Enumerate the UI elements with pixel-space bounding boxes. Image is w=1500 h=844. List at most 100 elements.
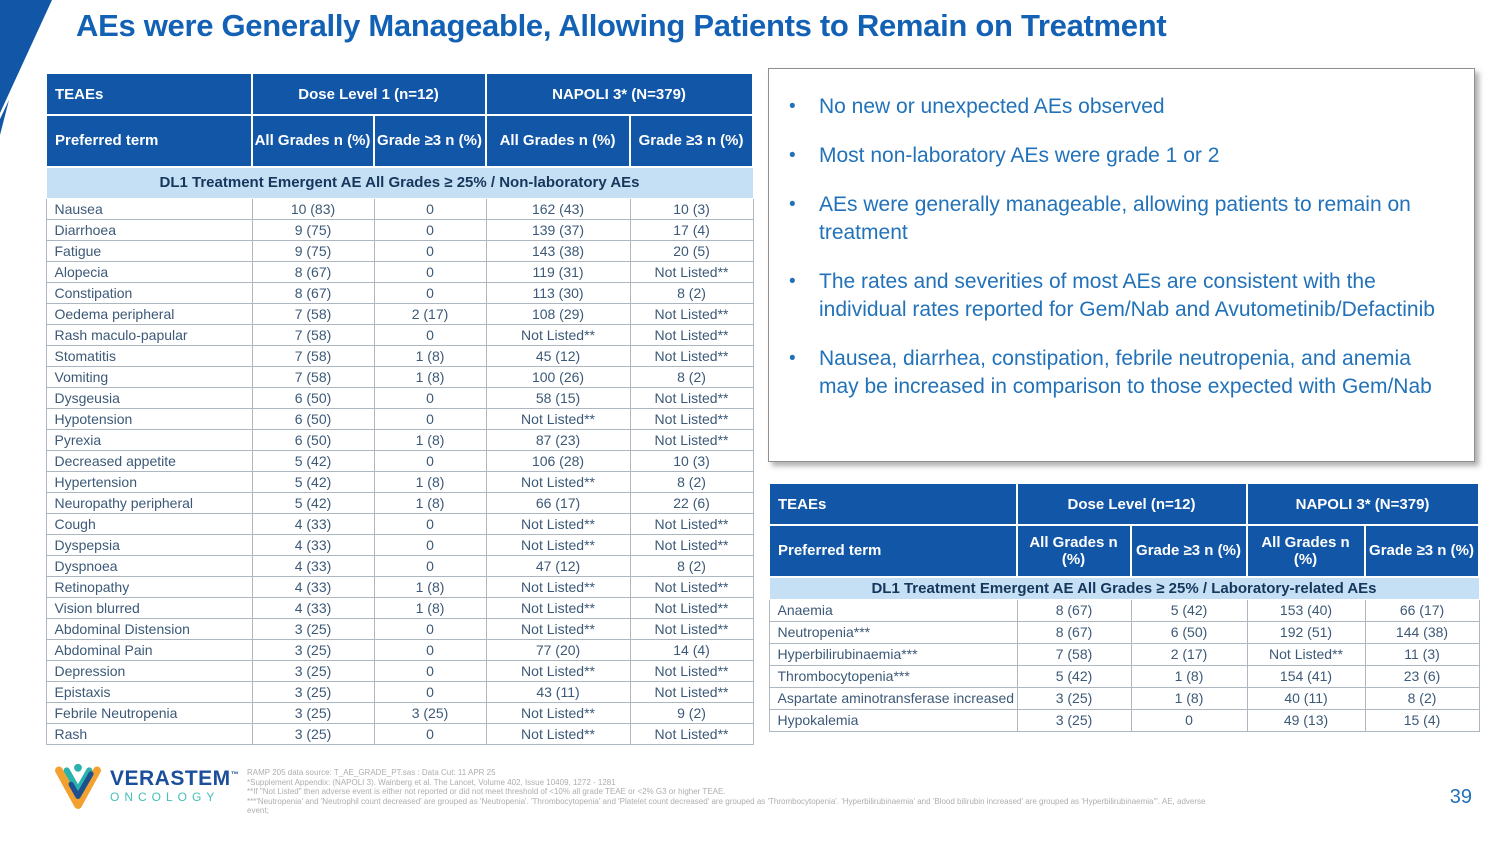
value-cell: Not Listed**	[629, 513, 754, 535]
value-cell: 9 (2)	[629, 702, 754, 724]
verastem-logo: VERASTEM™ ONCOLOGY	[52, 760, 239, 817]
value-cell: 1 (8)	[373, 345, 487, 367]
footnote-line: RAMP 205 data source: T_AE_GRADE_PT.sas …	[247, 768, 496, 777]
value-cell: 2 (17)	[1130, 643, 1248, 666]
value-cell: 143 (38)	[485, 240, 631, 262]
value-cell: 0	[373, 660, 487, 682]
value-cell: 8 (67)	[1016, 621, 1132, 644]
preferred-term-cell: Vomiting	[45, 366, 253, 388]
value-cell: 10 (83)	[251, 198, 375, 220]
preferred-term-cell: Decreased appetite	[45, 450, 253, 472]
value-cell: 58 (15)	[485, 387, 631, 409]
table-row: Nausea 10 (83) 0 162 (43) 10 (3)	[45, 198, 754, 220]
table-row: Rash maculo-papular 7 (58) 0 Not Listed** No…	[45, 324, 754, 346]
value-cell: 23 (6)	[1364, 665, 1480, 688]
logo-subtitle: ONCOLOGY	[110, 790, 220, 804]
value-cell: 0	[373, 534, 487, 556]
value-cell: 22 (6)	[629, 492, 754, 514]
footnotes: RAMP 205 data source: T_AE_GRADE_PT.sas …	[247, 768, 1437, 816]
preferred-term-cell: Hypertension	[45, 471, 253, 493]
value-cell: 49 (13)	[1246, 709, 1366, 732]
value-cell: 2 (17)	[373, 303, 487, 325]
value-cell: 14 (4)	[629, 639, 754, 661]
value-cell: 6 (50)	[251, 429, 375, 451]
value-cell: 0	[373, 639, 487, 661]
value-cell: 17 (4)	[629, 219, 754, 241]
value-cell: Not Listed**	[629, 597, 754, 619]
value-cell: 8 (2)	[1364, 687, 1480, 710]
value-cell: 7 (58)	[251, 345, 375, 367]
value-cell: Not Listed**	[629, 261, 754, 283]
table-body: Nausea 10 (83) 0 162 (43) 10 (3) Diarrhoea 9 (…	[45, 198, 754, 745]
table-row: Hypokalemia 3 (25) 0 49 (13) 15 (4)	[768, 709, 1480, 732]
preferred-term-cell: Diarrhoea	[45, 219, 253, 241]
value-cell: 43 (11)	[485, 681, 631, 703]
value-cell: 1 (8)	[1130, 687, 1248, 710]
header-napoli3: NAPOLI 3* (N=379)	[1245, 482, 1481, 526]
value-cell: 113 (30)	[485, 282, 631, 304]
preferred-term-cell: Epistaxis	[45, 681, 253, 703]
value-cell: 10 (3)	[629, 198, 754, 220]
logo-wordmark: VERASTEM™	[110, 767, 240, 790]
value-cell: 7 (58)	[251, 366, 375, 388]
laboratory-ae-table: DL1 Treatment Emergent AE All Grades ≥ 2…	[768, 482, 1481, 732]
table-row: Rash 3 (25) 0 Not Listed** Not Listed**	[45, 723, 754, 745]
value-cell: Not Listed**	[485, 576, 631, 598]
trademark-symbol: ™	[230, 770, 240, 779]
preferred-term-cell: Fatigue	[45, 240, 253, 262]
bullet-item: The rates and severities of most AEs are…	[775, 268, 1456, 324]
header-grade3-napoli: Grade ≥3 n (%)	[629, 114, 755, 168]
table-row: Thrombocytopenia*** 5 (42) 1 (8) 154 (41) 23…	[768, 665, 1480, 688]
value-cell: 1 (8)	[373, 597, 487, 619]
value-cell: 8 (2)	[629, 282, 754, 304]
value-cell: Not Listed**	[629, 681, 754, 703]
table-row: Stomatitis 7 (58) 1 (8) 45 (12) Not Listed**	[45, 345, 754, 367]
header-dose-level: Dose Level 1 (n=12)	[250, 72, 488, 116]
header-dose-level: Dose Level (n=12)	[1016, 482, 1248, 526]
table-caption-row: DL1 Treatment Emergent AE All Grades ≥ 2…	[45, 166, 754, 199]
value-cell: 5 (42)	[1130, 599, 1248, 622]
value-cell: 139 (37)	[485, 219, 631, 241]
value-cell: 3 (25)	[251, 681, 375, 703]
preferred-term-cell: Vision blurred	[45, 597, 253, 619]
preferred-term-cell: Alopecia	[45, 261, 253, 283]
preferred-term-cell: Thrombocytopenia***	[768, 665, 1018, 688]
preferred-term-cell: Depression	[45, 660, 253, 682]
value-cell: 3 (25)	[251, 702, 375, 724]
value-cell: Not Listed**	[485, 618, 631, 640]
value-cell: 8 (67)	[1016, 599, 1132, 622]
value-cell: 6 (50)	[1130, 621, 1248, 644]
value-cell: Not Listed**	[629, 723, 754, 745]
value-cell: Not Listed**	[629, 345, 754, 367]
value-cell: 47 (12)	[485, 555, 631, 577]
footnote-line: *Supplement Appendix: (NAPOLI 3). Wainbe…	[247, 777, 616, 787]
value-cell: Not Listed**	[629, 534, 754, 556]
table-row: Depression 3 (25) 0 Not Listed** Not Listed*…	[45, 660, 754, 682]
preferred-term-cell: Hyperbilirubinaemia***	[768, 643, 1018, 666]
bullet-item: AEs were generally manageable, allowing …	[775, 191, 1456, 247]
header-teaes: TEAEs	[45, 72, 253, 116]
value-cell: 5 (42)	[251, 492, 375, 514]
table-row: Decreased appetite 5 (42) 0 106 (28) 10 (3)	[45, 450, 754, 472]
value-cell: Not Listed**	[485, 324, 631, 346]
table-row: Aspartate aminotransferase increased 3 (2…	[768, 687, 1480, 710]
value-cell: 77 (20)	[485, 639, 631, 661]
preferred-term-cell: Oedema peripheral	[45, 303, 253, 325]
value-cell: 100 (26)	[485, 366, 631, 388]
header-all-grades-napoli: All Grades n (%)	[1246, 524, 1366, 578]
value-cell: Not Listed**	[485, 408, 631, 430]
bullet-item: No new or unexpected AEs observed	[775, 93, 1456, 121]
value-cell: Not Listed**	[485, 471, 631, 493]
value-cell: 3 (25)	[251, 618, 375, 640]
value-cell: 154 (41)	[1246, 665, 1366, 688]
table-row: Cough 4 (33) 0 Not Listed** Not Listed**	[45, 513, 754, 535]
value-cell: 7 (58)	[251, 303, 375, 325]
page-number: 39	[1449, 786, 1472, 808]
table-row: Hypotension 6 (50) 0 Not Listed** Not Listed…	[45, 408, 754, 430]
table-row: Febrile Neutropenia 3 (25) 3 (25) Not Liste…	[45, 702, 754, 724]
value-cell: Not Listed**	[485, 660, 631, 682]
value-cell: 0	[1130, 709, 1248, 732]
value-cell: 0	[373, 324, 487, 346]
table-row: Retinopathy 4 (33) 1 (8) Not Listed** Not Li…	[45, 576, 754, 598]
key-points-list: No new or unexpected AEs observed Most no…	[775, 93, 1456, 401]
